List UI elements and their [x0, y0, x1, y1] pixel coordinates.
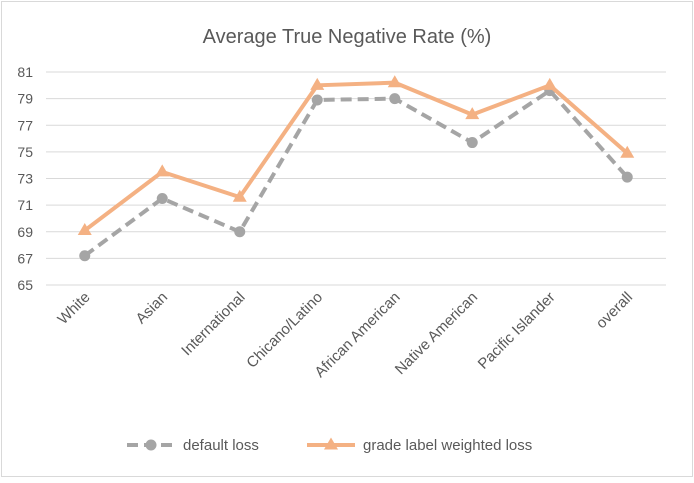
data-point — [145, 439, 157, 451]
y-tick-label: 73 — [17, 171, 33, 187]
y-tick-label: 75 — [17, 144, 33, 160]
data-point — [155, 164, 170, 177]
chart-title: Average True Negative Rate (%) — [203, 26, 492, 48]
data-point — [542, 77, 557, 90]
data-point — [156, 192, 168, 204]
data-point — [465, 107, 480, 120]
y-tick-label: 79 — [17, 91, 33, 107]
gridlines — [46, 71, 666, 286]
series-0 — [79, 85, 633, 262]
series-1 — [77, 75, 635, 235]
data-point — [77, 222, 92, 235]
data-point — [387, 75, 402, 88]
y-tick-label: 65 — [17, 277, 33, 293]
y-axis-ticks: 65 67 69 71 73 75 77 79 81 — [17, 64, 33, 293]
y-tick-label: 69 — [17, 224, 33, 240]
y-tick-label: 81 — [17, 64, 33, 80]
series-line — [83, 88, 629, 258]
data-point — [234, 226, 246, 238]
legend-item: default loss — [127, 437, 259, 454]
series-line — [83, 80, 629, 233]
data-point — [310, 77, 325, 90]
legend-label: grade label weighted loss — [363, 437, 532, 454]
data-point — [620, 145, 635, 158]
legend: default loss grade label weighted loss — [127, 437, 532, 454]
legend-label: default loss — [183, 437, 259, 454]
data-point — [389, 93, 401, 105]
y-tick-label: 77 — [17, 117, 33, 133]
data-point — [466, 137, 478, 149]
legend-item: grade label weighted loss — [307, 437, 532, 454]
data-point — [311, 94, 323, 106]
y-tick-label: 71 — [17, 197, 33, 213]
data-point — [621, 171, 633, 183]
data-point — [79, 250, 91, 262]
data-point — [232, 189, 247, 202]
y-tick-label: 67 — [17, 250, 33, 266]
series-layer — [77, 75, 635, 262]
data-point — [324, 437, 338, 450]
